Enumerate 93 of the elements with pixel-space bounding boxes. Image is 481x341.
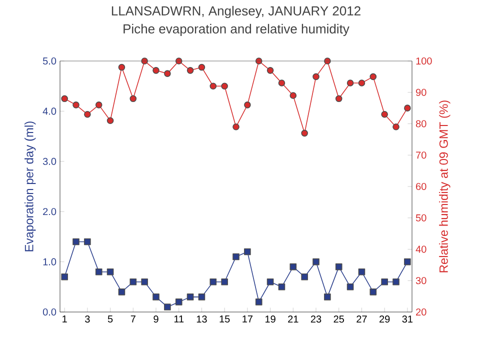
y-tick-label: 5.0 <box>42 57 56 65</box>
x-tick-label: 27 <box>356 316 367 323</box>
x-tick-label: 31 <box>402 316 413 323</box>
point <box>198 64 206 71</box>
y-axis-title: Evaporation per day (ml) <box>24 122 36 252</box>
x-tick-label: 15 <box>220 316 230 323</box>
point <box>358 80 366 86</box>
point <box>255 298 262 306</box>
y2-tick-label: 90 <box>416 88 426 96</box>
point <box>186 67 194 74</box>
point <box>404 104 411 112</box>
y2-tick-label: 40 <box>416 246 426 253</box>
x-tick-label: 17 <box>242 316 252 322</box>
y2-tick-label: 20 <box>416 308 426 316</box>
point <box>278 80 286 86</box>
x-tick-label: 7 <box>130 316 136 322</box>
point <box>164 304 171 310</box>
point <box>221 82 228 90</box>
point <box>381 278 388 286</box>
point <box>232 123 240 130</box>
point <box>61 95 68 102</box>
point <box>221 278 228 286</box>
y-tick-label: 4.0 <box>42 108 56 115</box>
point <box>324 294 331 300</box>
y2-tick-label: 80 <box>416 120 426 128</box>
x-tick-label: 1 <box>62 316 67 322</box>
point <box>392 123 400 130</box>
point <box>164 70 171 77</box>
point <box>118 288 126 296</box>
point <box>290 263 297 270</box>
x-tick-label: 25 <box>334 316 344 323</box>
y-tick-label: 3.0 <box>42 158 56 165</box>
x-tick-label: 23 <box>310 316 322 323</box>
point <box>95 268 102 276</box>
y2-tick-label: 50 <box>416 214 426 222</box>
chart-subtitle: Piche evaporation and relative humidity <box>124 24 350 36</box>
y2-tick-label: 60 <box>416 182 426 190</box>
point <box>106 117 114 124</box>
point <box>130 95 137 102</box>
point <box>244 248 251 256</box>
point <box>232 253 240 260</box>
point <box>358 268 366 276</box>
point <box>84 238 91 246</box>
point <box>61 273 68 280</box>
point <box>72 238 80 246</box>
point <box>106 268 114 276</box>
point <box>392 278 400 286</box>
point <box>186 294 194 300</box>
point <box>266 67 274 74</box>
point <box>266 278 274 286</box>
y2-tick-label: 70 <box>416 152 426 159</box>
point <box>335 95 342 102</box>
point <box>335 263 342 270</box>
point <box>312 258 320 266</box>
x-tick-label: 13 <box>196 316 207 323</box>
x-tick-label: 19 <box>265 316 276 323</box>
x-tick-label: 21 <box>288 316 298 323</box>
y2-axis-title: Relative humidity at 09 GMT (%) <box>439 100 450 272</box>
point <box>244 102 251 108</box>
point <box>72 102 80 108</box>
y2-tick-label: 30 <box>416 277 426 284</box>
point <box>278 284 286 290</box>
chart-title: LLANSADWRN, Anglesey, JANUARY 2012 <box>112 6 360 18</box>
point <box>301 273 308 280</box>
y-tick-label: 0.0 <box>42 308 56 316</box>
x-tick-label: 5 <box>108 316 113 323</box>
point <box>370 288 377 296</box>
point <box>118 64 126 71</box>
point <box>84 110 91 118</box>
y-tick-label: 2.0 <box>43 208 56 216</box>
point <box>210 82 217 90</box>
point <box>210 278 217 286</box>
point <box>175 298 182 306</box>
point <box>152 294 160 300</box>
point <box>346 80 354 86</box>
point <box>346 284 354 290</box>
x-tick-label: 11 <box>174 316 184 322</box>
point <box>141 278 148 286</box>
point <box>404 258 411 266</box>
point <box>312 73 320 80</box>
point <box>290 92 297 99</box>
point <box>95 102 102 108</box>
point <box>152 67 160 74</box>
point <box>198 294 206 300</box>
point <box>381 110 388 118</box>
x-tick-label: 29 <box>380 316 390 323</box>
x-tick-label: 9 <box>154 316 158 323</box>
point <box>370 73 377 80</box>
point <box>301 130 308 137</box>
y-tick-label: 1.0 <box>43 258 56 266</box>
point <box>130 278 137 286</box>
y2-tick-label: 100 <box>416 57 432 65</box>
x-tick-label: 3 <box>85 316 90 323</box>
